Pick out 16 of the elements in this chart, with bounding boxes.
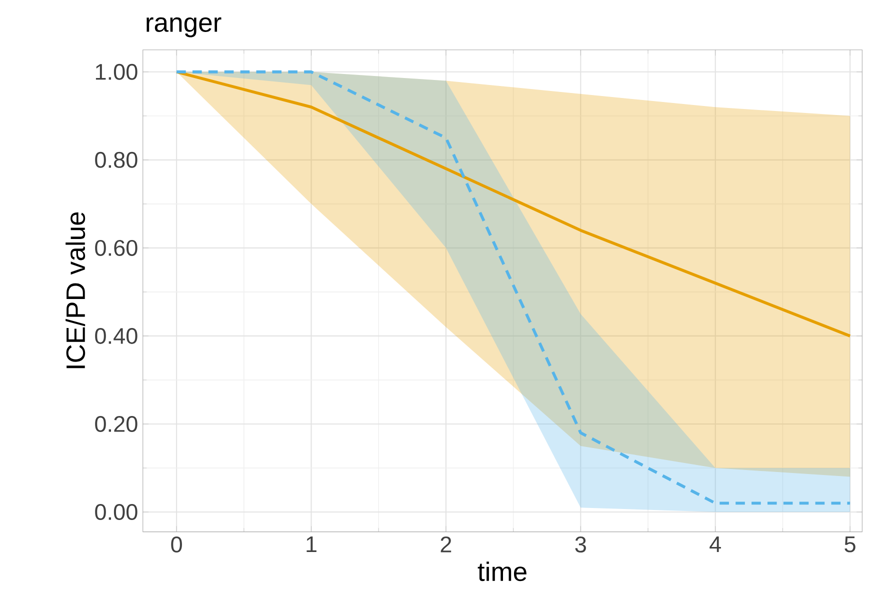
- y-tick-label: 0.20: [95, 416, 138, 432]
- x-tick-label: 0: [171, 536, 182, 552]
- line-series: [175, 70, 852, 338]
- x-tick-label: 1: [306, 536, 316, 552]
- y-tick-label: 0.60: [95, 240, 138, 256]
- y-tick-label: 0.80: [95, 152, 138, 168]
- y-tick-label: 0.40: [95, 328, 138, 344]
- chart-title: ranger: [146, 17, 222, 38]
- y-tick-label: 0.00: [95, 504, 138, 520]
- x-axis-title: time: [478, 562, 526, 582]
- x-tick-label: 5: [844, 536, 856, 552]
- x-tick-label: 4: [710, 536, 721, 552]
- x-tick-label: 2: [440, 536, 452, 552]
- x-tick-label: 3: [575, 536, 586, 552]
- y-tick-label: 1.00: [96, 64, 138, 80]
- y-axis-title: ICE/PD value: [66, 212, 86, 368]
